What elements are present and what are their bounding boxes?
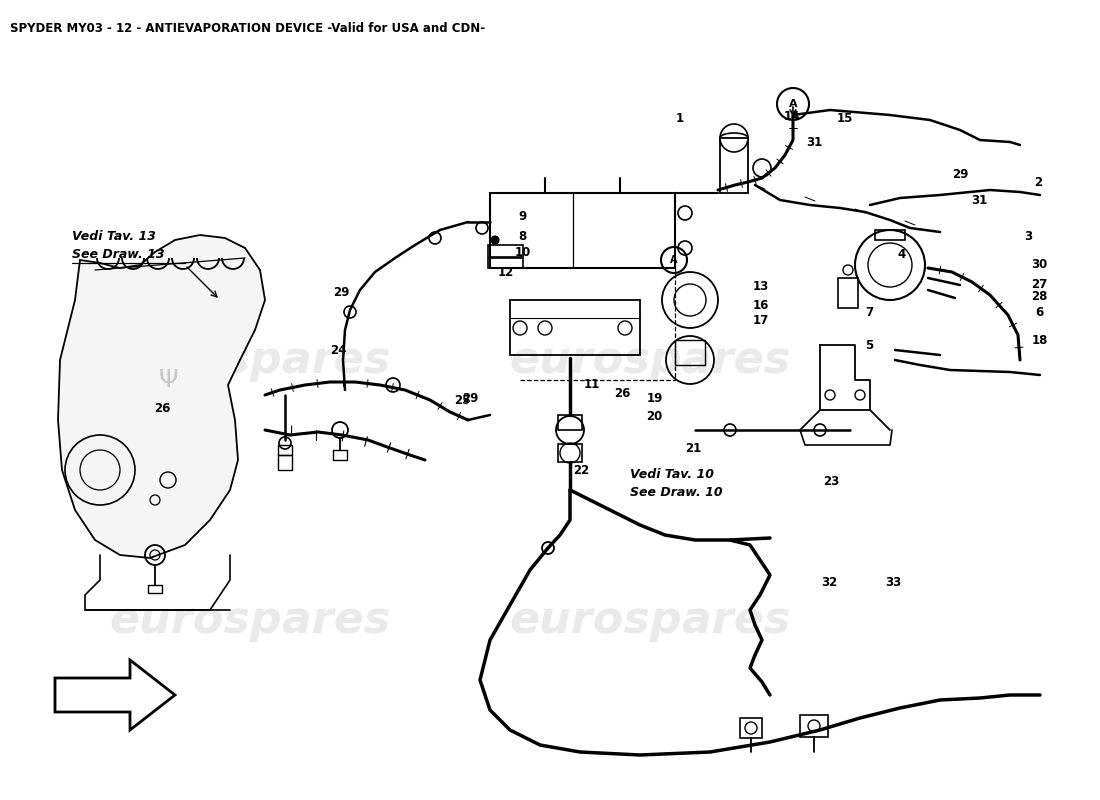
Text: 29: 29: [953, 168, 968, 181]
Text: 1: 1: [675, 112, 684, 125]
Text: Vedi Tav. 13: Vedi Tav. 13: [72, 230, 156, 243]
Text: 7: 7: [865, 306, 873, 318]
Text: 17: 17: [754, 314, 769, 326]
Bar: [740, 718, 762, 738]
Text: 26: 26: [155, 402, 170, 414]
Text: 32: 32: [822, 576, 837, 589]
Text: 23: 23: [824, 475, 839, 488]
Text: 6: 6: [1035, 306, 1044, 318]
Text: A: A: [789, 99, 797, 109]
Text: 16: 16: [754, 299, 769, 312]
Text: eurospares: eurospares: [509, 338, 791, 382]
Text: See Draw. 10: See Draw. 10: [630, 486, 723, 499]
Polygon shape: [58, 235, 265, 558]
Bar: [720, 138, 748, 193]
Text: eurospares: eurospares: [109, 598, 390, 642]
Text: 30: 30: [1032, 258, 1047, 270]
Bar: [838, 278, 858, 308]
Bar: [333, 450, 346, 460]
Text: 12: 12: [498, 266, 514, 278]
Text: 9: 9: [518, 210, 527, 222]
Bar: [874, 230, 905, 240]
Text: Vedi Tav. 10: Vedi Tav. 10: [630, 468, 714, 481]
Bar: [278, 445, 292, 455]
Text: 26: 26: [615, 387, 630, 400]
Bar: [488, 245, 522, 257]
Text: 27: 27: [1032, 278, 1047, 290]
Text: 10: 10: [515, 246, 530, 258]
Text: 22: 22: [573, 464, 588, 477]
Text: A: A: [670, 255, 678, 265]
Bar: [510, 300, 640, 355]
Text: 8: 8: [518, 230, 527, 242]
Text: 3: 3: [1024, 230, 1033, 242]
Bar: [490, 193, 675, 268]
Text: eurospares: eurospares: [509, 598, 791, 642]
Bar: [675, 340, 705, 365]
Text: 2: 2: [1034, 176, 1043, 189]
Polygon shape: [55, 660, 175, 730]
Text: 28: 28: [1032, 290, 1047, 302]
Text: 14: 14: [784, 110, 800, 122]
Text: See Draw. 13: See Draw. 13: [72, 248, 165, 261]
Text: 11: 11: [584, 378, 600, 390]
Text: 31: 31: [806, 136, 822, 149]
Text: 31: 31: [971, 194, 987, 206]
Bar: [278, 455, 292, 470]
Text: eurospares: eurospares: [109, 338, 390, 382]
Text: 5: 5: [865, 339, 873, 352]
Text: SPYDER MY03 - 12 - ANTIEVAPORATION DEVICE -Valid for USA and CDN-: SPYDER MY03 - 12 - ANTIEVAPORATION DEVIC…: [10, 22, 485, 35]
Bar: [488, 258, 522, 268]
Text: 20: 20: [647, 410, 662, 422]
Text: 29: 29: [463, 392, 478, 405]
Bar: [558, 444, 582, 462]
Text: 19: 19: [647, 392, 662, 405]
Bar: [800, 715, 828, 737]
Bar: [148, 585, 162, 593]
Text: 24: 24: [331, 344, 346, 357]
Text: 4: 4: [898, 248, 906, 261]
Text: 25: 25: [454, 394, 470, 406]
Text: Ψ: Ψ: [158, 368, 178, 392]
Text: 18: 18: [1032, 334, 1047, 346]
Text: 13: 13: [754, 280, 769, 293]
Text: 15: 15: [837, 112, 852, 125]
Text: 33: 33: [886, 576, 901, 589]
Text: 29: 29: [333, 286, 349, 298]
Bar: [558, 415, 582, 430]
Text: 21: 21: [685, 442, 701, 454]
Circle shape: [491, 236, 499, 244]
